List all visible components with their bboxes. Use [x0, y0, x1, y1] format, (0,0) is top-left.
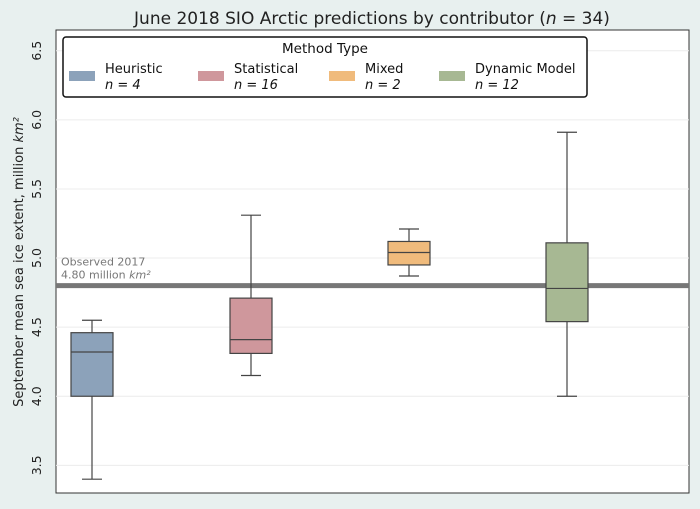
legend-label-heuristic: Heuristic	[105, 62, 163, 77]
legend-count-heuristic: n = 4	[105, 78, 141, 93]
y-tick-label: 5.0	[29, 248, 44, 268]
legend-label-dynamic-model: Dynamic Model	[475, 62, 576, 77]
y-tick-label: 5.5	[29, 179, 44, 199]
box-statistical	[229, 214, 273, 377]
legend-frame	[62, 36, 588, 98]
legend-swatch-dynamic-model	[439, 71, 465, 81]
observed-value-label: 4.80 million km²	[61, 269, 151, 282]
chart-title: June 2018 SIO Arctic predictions by cont…	[133, 9, 610, 29]
legend-swatch-heuristic	[69, 71, 95, 81]
box-iqr	[387, 240, 431, 266]
legend-count-dynamic-model: n = 12	[475, 78, 519, 93]
box-iqr	[545, 242, 589, 323]
box-iqr	[229, 297, 273, 355]
y-tick-label: 6.0	[29, 110, 44, 130]
box-dynamic-model	[545, 131, 589, 397]
legend-label-mixed: Mixed	[365, 62, 403, 77]
legend-count-mixed: n = 2	[365, 78, 401, 93]
legend-label-statistical: Statistical	[234, 62, 298, 77]
y-tick-label: 4.0	[29, 386, 44, 406]
box-iqr	[70, 332, 114, 397]
boxes	[70, 131, 589, 480]
box-mixed	[387, 228, 431, 277]
box-heuristic	[70, 319, 114, 480]
y-axis-label: September mean sea ice extent, million k…	[12, 117, 27, 407]
legend-count-statistical: n = 16	[234, 78, 278, 93]
y-tick-label: 4.5	[29, 317, 44, 337]
y-tick-label: 6.5	[29, 41, 44, 61]
y-tick-label: 3.5	[29, 455, 44, 475]
observed-label: Observed 2017	[61, 256, 145, 269]
legend-title: Method Type	[282, 41, 368, 57]
plot-area	[55, 29, 690, 494]
legend-swatch-mixed	[329, 71, 355, 81]
y-axis: 3.5 4.0 4.5 5.0 5.5 6.0 6.5	[29, 41, 44, 476]
legend-swatch-statistical	[198, 71, 224, 81]
